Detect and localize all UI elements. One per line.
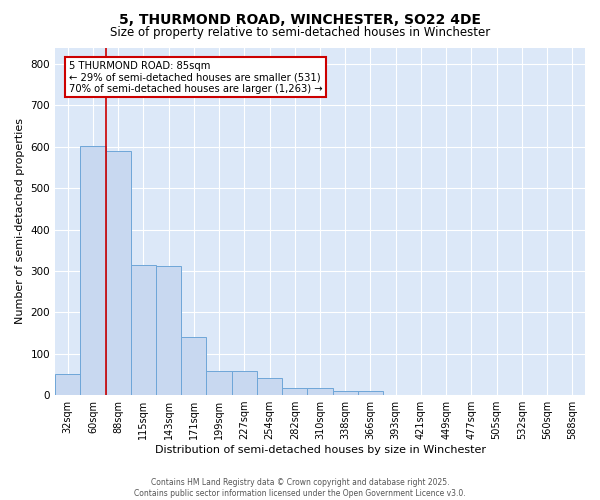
Bar: [282, 388, 307, 395]
Bar: [80, 146, 106, 395]
X-axis label: Distribution of semi-detached houses by size in Winchester: Distribution of semi-detached houses by …: [155, 445, 485, 455]
Text: 5, THURMOND ROAD, WINCHESTER, SO22 4DE: 5, THURMOND ROAD, WINCHESTER, SO22 4DE: [119, 12, 481, 26]
Bar: [332, 390, 358, 395]
Bar: [257, 378, 282, 395]
Bar: [156, 266, 181, 395]
Bar: [358, 392, 383, 395]
Bar: [106, 152, 131, 395]
Y-axis label: Number of semi-detached properties: Number of semi-detached properties: [15, 118, 25, 324]
Bar: [131, 264, 156, 395]
Bar: [232, 372, 257, 395]
Bar: [307, 388, 332, 395]
Text: Contains HM Land Registry data © Crown copyright and database right 2025.
Contai: Contains HM Land Registry data © Crown c…: [134, 478, 466, 498]
Text: 5 THURMOND ROAD: 85sqm
← 29% of semi-detached houses are smaller (531)
70% of se: 5 THURMOND ROAD: 85sqm ← 29% of semi-det…: [69, 60, 323, 94]
Bar: [206, 371, 232, 395]
Text: Size of property relative to semi-detached houses in Winchester: Size of property relative to semi-detach…: [110, 26, 490, 39]
Bar: [181, 337, 206, 395]
Bar: [55, 374, 80, 395]
